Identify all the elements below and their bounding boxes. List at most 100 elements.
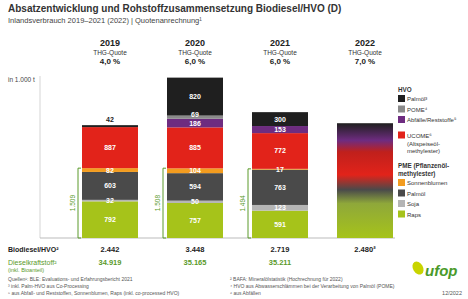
logo: ufop bbox=[425, 262, 457, 279]
data-label: 82 bbox=[106, 167, 114, 174]
legend-swatch bbox=[398, 179, 405, 186]
footnote: ⁶ aus Abfällen bbox=[230, 290, 261, 296]
data-label: 792 bbox=[104, 216, 116, 223]
legend-description: methylester) bbox=[407, 148, 440, 154]
x-tick-label: 2019 bbox=[100, 38, 120, 48]
legend-swatch bbox=[398, 132, 405, 139]
bar-segment bbox=[252, 112, 308, 126]
legend-entry: Soja bbox=[407, 201, 420, 207]
y-axis-label: in 1.000 t bbox=[8, 76, 35, 83]
bar-segment bbox=[167, 173, 223, 200]
data-label: 591 bbox=[274, 221, 286, 228]
bar-total bbox=[337, 123, 393, 238]
legend-entry: UCOME⁶ bbox=[407, 133, 432, 139]
data-label: 772 bbox=[274, 147, 286, 154]
data-label: 69 bbox=[191, 111, 199, 118]
data-label: 885 bbox=[189, 144, 201, 151]
footnote: ⁵ aus Abfall- und Reststoffen, Sonnenblu… bbox=[8, 290, 180, 296]
legend-entry: Palmöl bbox=[407, 191, 425, 197]
legend-swatch bbox=[398, 106, 405, 113]
footnote: ³ inkl. Palm-HVO aus Co-Processing bbox=[8, 283, 89, 289]
data-label: 42 bbox=[106, 116, 114, 123]
pme-total-label: 1.508 bbox=[155, 195, 162, 212]
diesel-value: 35.165 bbox=[184, 258, 207, 267]
bar-segment bbox=[167, 203, 223, 238]
bar-segment bbox=[167, 127, 223, 168]
pme-bracket bbox=[78, 168, 81, 238]
legend-group-title: HVO bbox=[398, 86, 412, 93]
bar-segment bbox=[252, 211, 308, 238]
bar-segment bbox=[82, 172, 138, 200]
quota-label: THG-Quote bbox=[263, 49, 297, 57]
x-tick-label: 2022 bbox=[355, 38, 375, 48]
legend-entry: Palmöl³ bbox=[407, 96, 427, 102]
bar-segment bbox=[252, 170, 308, 205]
data-label: 17 bbox=[276, 166, 284, 173]
page: {"chart_data": { "type": "bar", "stacked… bbox=[0, 0, 468, 299]
bar-segment bbox=[82, 125, 138, 127]
quota-label: THG-Quote bbox=[93, 49, 127, 57]
x-tick-label: 2021 bbox=[270, 38, 290, 48]
legend-swatch bbox=[398, 211, 405, 218]
data-labels: 7923260382887427575059410488518669820591… bbox=[104, 93, 286, 228]
pme-total-label: 1.509 bbox=[70, 195, 77, 212]
quota-value: 6,0 % bbox=[185, 57, 205, 66]
legend-swatch bbox=[398, 190, 405, 197]
legend: HVO Palmöl³ POME⁴ Abfälle/Reststoffe⁵ UCOME⁶… bbox=[398, 86, 457, 218]
bar-segment bbox=[82, 201, 138, 238]
legend-entry: Sonnenblumen bbox=[407, 180, 447, 186]
legend-description: (Altspeiseöl- bbox=[407, 141, 440, 147]
data-label: 594 bbox=[189, 183, 201, 190]
footnote: ⁴ HVO aus Abwasserschlämmen bei der Vera… bbox=[230, 283, 395, 289]
data-label: 300 bbox=[274, 116, 286, 123]
diesel-sublabel: (inkl. Bioanteil) bbox=[8, 267, 44, 273]
data-label: 153 bbox=[274, 126, 286, 133]
data-label: 820 bbox=[189, 93, 201, 100]
legend-entry: Abfälle/Reststoffe⁵ bbox=[407, 117, 457, 123]
legend-group-title: PME (Pflanzenöl- bbox=[398, 162, 449, 170]
quota-label: THG-Quote bbox=[178, 49, 212, 57]
bar-segment bbox=[82, 127, 138, 168]
quota-value: 4,0 % bbox=[100, 57, 120, 66]
pme-total-label: 1.494 bbox=[240, 195, 247, 212]
diesel-value: 34.919 bbox=[99, 258, 122, 267]
legend-swatch bbox=[398, 95, 405, 102]
logo-leaf bbox=[410, 259, 426, 276]
title: Absatzentwicklung und Rohstoffzusammense… bbox=[8, 3, 341, 14]
bar-segment bbox=[252, 133, 308, 169]
data-label: 757 bbox=[189, 217, 201, 224]
total-value: 3.448 bbox=[186, 245, 205, 254]
data-label: 50 bbox=[191, 198, 199, 205]
x-tick-label: 2020 bbox=[185, 38, 205, 48]
diesel-value: 35.211 bbox=[269, 258, 292, 267]
chart: Absatzentwicklung und Rohstoffzusammense… bbox=[0, 0, 468, 299]
subtitle: Inlandsverbrauch 2019–2021 (2022) | Quot… bbox=[8, 16, 202, 25]
data-label: 603 bbox=[104, 182, 116, 189]
date: 12/2022 bbox=[442, 290, 462, 296]
diesel-label: Dieselkraftstoff² bbox=[8, 259, 57, 266]
legend-entry: POME⁴ bbox=[407, 107, 428, 113]
quota-label: THG-Quote bbox=[348, 49, 382, 57]
totals-label: Biodiesel/HVO² bbox=[8, 246, 59, 253]
total-value: 2.719 bbox=[271, 245, 290, 254]
quota-value: 7,0 % bbox=[355, 57, 375, 66]
bar-segment bbox=[252, 205, 308, 211]
bars bbox=[82, 78, 393, 238]
bar-segment bbox=[167, 119, 223, 128]
bar-segment bbox=[252, 126, 308, 133]
bar-segment bbox=[167, 78, 223, 116]
legend-group-title: methylester) bbox=[398, 170, 435, 178]
legend-swatch bbox=[398, 200, 405, 207]
legend-entry: Raps bbox=[407, 212, 421, 218]
pme-bracket bbox=[248, 169, 251, 238]
data-label: 104 bbox=[189, 167, 201, 174]
total-value: 2.442 bbox=[101, 245, 120, 254]
data-label: 186 bbox=[189, 120, 201, 127]
quota-value: 6,0 % bbox=[270, 57, 290, 66]
y-axis-line bbox=[40, 76, 41, 238]
footnote: Quellen¹: BLE: Evaluations- und Erfahrun… bbox=[8, 276, 133, 282]
pme-bracket bbox=[163, 168, 166, 238]
legend-swatch bbox=[398, 116, 405, 123]
total-value: 2.480² bbox=[354, 245, 376, 254]
data-label: 32 bbox=[106, 197, 114, 204]
